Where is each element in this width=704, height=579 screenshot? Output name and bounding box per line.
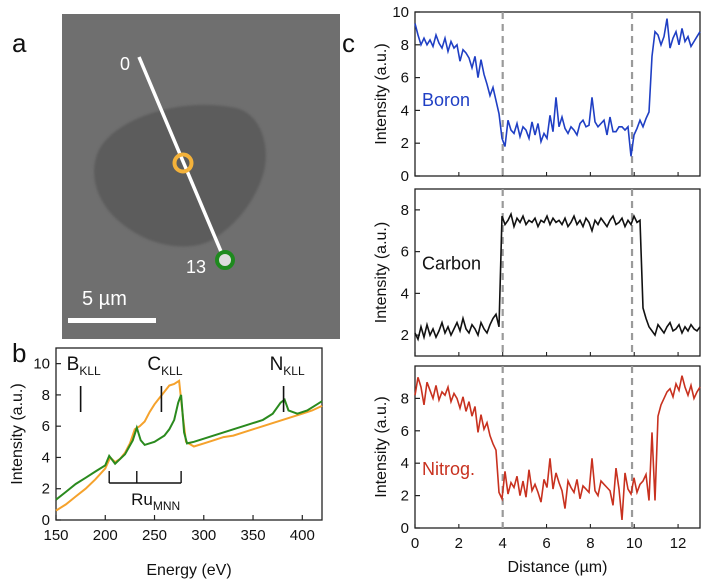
panel-a-label: a (12, 28, 27, 58)
dark-flake-region (94, 104, 266, 247)
annotation-base: C (147, 354, 161, 375)
x-tick-label: 4 (499, 535, 507, 552)
y-tick-label: 6 (401, 70, 409, 87)
y-axis-label: Intensity (a.u.) (373, 396, 390, 497)
series-line-green (55, 394, 323, 501)
y-tick-label: 2 (42, 481, 50, 498)
y-tick-label: 0 (401, 520, 409, 537)
series-line-Boron (414, 18, 701, 157)
annotation-sub: KLL (79, 364, 101, 378)
x-axis-label: Energy (eV) (146, 562, 231, 579)
annotation-label: NKLL (270, 354, 305, 378)
series-line-Nitrog. (414, 375, 701, 520)
y-tick-label: 8 (401, 390, 409, 407)
x-tick-label: 200 (93, 527, 118, 544)
x-tick-label: 300 (191, 527, 216, 544)
x-tick-label: 350 (241, 527, 266, 544)
y-tick-label: 4 (401, 455, 409, 472)
y-tick-label: 2 (401, 488, 409, 505)
y-tick-label: 4 (42, 449, 50, 466)
element-label: Nitrog. (422, 459, 475, 479)
annotation-sub: MNN (153, 499, 180, 513)
chart-c: 0 2 4 6 8 10 Intensity (a.u.) Boron 2 4 6 8 Intensit… (373, 4, 701, 576)
panel-b-label: b (12, 338, 26, 368)
annotation-label: BKLL (67, 354, 101, 378)
y-tick-label: 6 (401, 244, 409, 261)
line-scan-path (137, 56, 227, 262)
chart-b-frame (55, 347, 323, 521)
x-tick-label: 150 (43, 527, 68, 544)
y-tick-label: 0 (42, 512, 50, 529)
annotation-base: Ru (131, 490, 153, 509)
series-line-Carbon (414, 211, 701, 342)
x-axis-label: Distance (µm) (508, 559, 608, 576)
x-tick-label: 8 (586, 535, 594, 552)
y-tick-label: 0 (401, 168, 409, 185)
line-end-label: 13 (186, 257, 206, 277)
y-axis-label: Intensity (a.u.) (9, 383, 26, 484)
chart-b: 150 200 250 300 350 400 0 2 4 6 8 10 Energy (eV) Inte… (9, 347, 323, 579)
y-tick-label: 8 (42, 387, 50, 404)
y-tick-label: 2 (401, 135, 409, 152)
panel-c-label: c (342, 28, 355, 58)
subplot-frame-1 (414, 188, 701, 357)
ru-mnn-label: RuMNN (131, 490, 180, 513)
x-tick-label: 400 (290, 527, 315, 544)
x-tick-label: 10 (626, 535, 643, 552)
y-axis-label: Intensity (a.u.) (373, 222, 390, 323)
annotation-base: N (270, 354, 284, 375)
x-tick-label: 12 (670, 535, 687, 552)
y-tick-label: 4 (401, 285, 409, 302)
element-label: Carbon (422, 254, 481, 274)
annotation-base: B (67, 354, 80, 375)
y-tick-label: 8 (401, 202, 409, 219)
panel-a: a 0 13 5 µm (12, 14, 340, 339)
scale-bar-label: 5 µm (82, 288, 127, 310)
x-tick-label: 0 (411, 535, 419, 552)
y-tick-label: 10 (392, 4, 409, 21)
subplot-frame-2 (414, 365, 701, 529)
orange-marker (172, 152, 194, 174)
x-tick-label: 250 (142, 527, 167, 544)
scale-bar (68, 318, 156, 323)
annotation-sub: KLL (161, 364, 183, 378)
line-start-label: 0 (120, 54, 130, 74)
series-line-orange (55, 379, 323, 512)
y-axis-label: Intensity (a.u.) (373, 43, 390, 144)
subplot-frame-0 (414, 11, 701, 177)
element-label: Boron (422, 90, 470, 110)
y-tick-label: 2 (401, 327, 409, 344)
y-tick-label: 10 (33, 356, 50, 373)
y-tick-label: 8 (401, 37, 409, 54)
y-tick-label: 6 (401, 423, 409, 440)
y-tick-label: 6 (42, 418, 50, 435)
y-tick-label: 4 (401, 102, 409, 119)
annotation-label: CKLL (147, 354, 182, 378)
green-marker (215, 250, 235, 270)
x-tick-label: 6 (542, 535, 550, 552)
x-tick-label: 2 (455, 535, 463, 552)
annotation-sub: KLL (283, 364, 305, 378)
